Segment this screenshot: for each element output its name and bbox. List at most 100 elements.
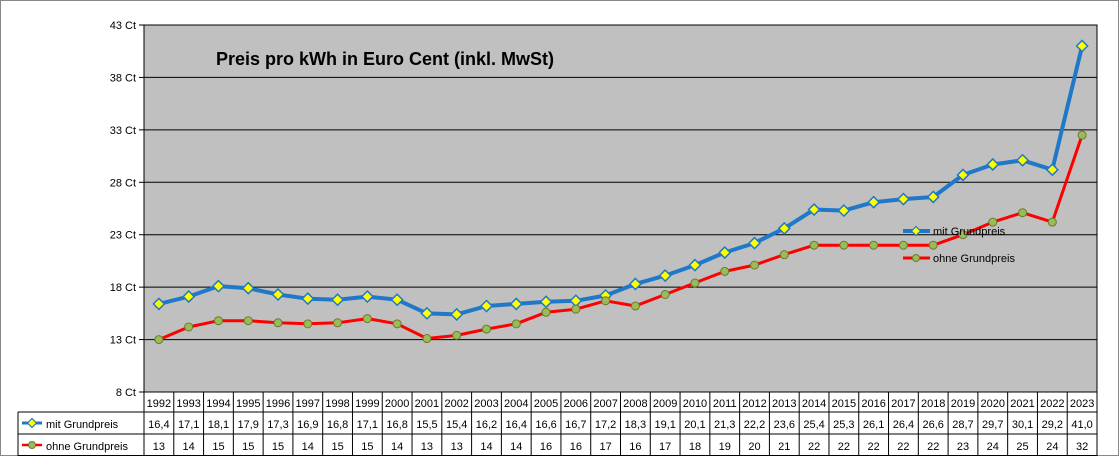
data-point-ohne-grundpreis bbox=[1018, 208, 1028, 218]
x-tick-label: 1997 bbox=[296, 398, 320, 410]
data-point-ohne-grundpreis bbox=[720, 266, 730, 276]
table-cell-value: 17,1 bbox=[178, 419, 199, 431]
plot-layer: 8 Ct 13 Ct 18 Ct 23 Ct 28 Ct 33 Ct 38 Ct 43 Ct bbox=[110, 20, 1098, 399]
table-cell-value: 22 bbox=[868, 441, 880, 453]
data-point-mit-grundpreis bbox=[182, 290, 196, 304]
y-tick-label: 18 Ct bbox=[110, 282, 136, 294]
table-cell-value: 16,7 bbox=[565, 419, 586, 431]
data-point-ohne-grundpreis bbox=[422, 334, 432, 344]
data-point-mit-grundpreis bbox=[211, 279, 226, 293]
data-point-ohne-grundpreis bbox=[601, 296, 611, 306]
x-tick-label: 2007 bbox=[593, 398, 617, 410]
x-tick-label: 2015 bbox=[832, 398, 856, 410]
legend-label: ohne Grundpreis bbox=[933, 253, 1015, 265]
data-point-ohne-grundpreis bbox=[511, 319, 521, 329]
data-point-ohne-grundpreis bbox=[988, 217, 998, 227]
x-tick-label: 2003 bbox=[474, 398, 498, 410]
data-point-mit-grundpreis bbox=[896, 192, 910, 206]
data-point-mit-grundpreis bbox=[1045, 163, 1059, 177]
table-cell-value: 14 bbox=[183, 441, 195, 453]
data-point-mit-grundpreis bbox=[956, 168, 970, 182]
data-point-mit-grundpreis bbox=[301, 292, 315, 306]
data-point-mit-grundpreis bbox=[152, 297, 166, 311]
data-point-ohne-grundpreis bbox=[958, 230, 968, 240]
y-tick-label: 23 Ct bbox=[110, 230, 136, 242]
table-cell-value: 17,2 bbox=[595, 419, 616, 431]
table-cell-value: 15 bbox=[331, 441, 343, 453]
x-tick-label: 2021 bbox=[1010, 398, 1034, 410]
legend-circle-icon bbox=[912, 254, 920, 262]
data-point-ohne-grundpreis bbox=[571, 304, 581, 314]
table-series-name: mit Grundpreis bbox=[46, 419, 119, 431]
data-point-ohne-grundpreis bbox=[809, 240, 819, 250]
data-point-ohne-grundpreis bbox=[243, 316, 253, 326]
x-tick-label: 1994 bbox=[206, 398, 230, 410]
table-cell-value: 14 bbox=[302, 441, 314, 453]
data-point-mit-grundpreis bbox=[628, 277, 642, 291]
legend-diamond-icon bbox=[910, 225, 922, 237]
x-tick-label: 2014 bbox=[802, 398, 826, 410]
data-point-mit-grundpreis bbox=[747, 236, 762, 250]
series-line-ohne-grundpreis bbox=[158, 134, 1084, 341]
table-cell-value: 15 bbox=[212, 441, 224, 453]
table-cell-value: 16 bbox=[540, 441, 552, 453]
data-point-mit-grundpreis bbox=[658, 269, 672, 283]
x-tick-label: 1999 bbox=[355, 398, 379, 410]
x-tick-label: 2023 bbox=[1070, 398, 1094, 410]
table-legend-diamond-icon bbox=[26, 417, 38, 429]
table-cell-value: 23 bbox=[957, 441, 969, 453]
data-point-mit-grundpreis bbox=[688, 258, 702, 272]
x-tick-label: 1995 bbox=[236, 398, 260, 410]
y-tick-label: 38 Ct bbox=[110, 72, 136, 84]
data-point-mit-grundpreis bbox=[450, 307, 464, 321]
table-cell-value: 14 bbox=[480, 441, 492, 453]
table-cell-value: 29,2 bbox=[1042, 419, 1063, 431]
data-point-mit-grundpreis bbox=[271, 287, 285, 302]
legend: mit Grundpreis ohne Grundpreis bbox=[903, 225, 1015, 265]
table-cell-value: 15 bbox=[361, 441, 373, 453]
data-point-mit-grundpreis bbox=[479, 299, 494, 313]
x-tick-label: 2005 bbox=[534, 398, 558, 410]
data-point-ohne-grundpreis bbox=[1077, 130, 1087, 140]
table-cell-value: 17 bbox=[659, 441, 671, 453]
table-cell-value: 21 bbox=[778, 441, 790, 453]
y-tick-label: 8 Ct bbox=[116, 387, 136, 399]
table-cell-value: 15,4 bbox=[446, 419, 467, 431]
data-point-ohne-grundpreis bbox=[630, 301, 640, 311]
x-tick-label: 1992 bbox=[147, 398, 171, 410]
table-cell-value: 23,6 bbox=[774, 419, 795, 431]
data-point-mit-grundpreis bbox=[509, 297, 523, 311]
x-tick-label: 2000 bbox=[385, 398, 409, 410]
x-tick-label: 2006 bbox=[564, 398, 588, 410]
x-tick-label: 2009 bbox=[653, 398, 677, 410]
table-cell-value: 26,6 bbox=[922, 419, 943, 431]
table-cell-value: 30,1 bbox=[1012, 419, 1033, 431]
table-cell-value: 41,0 bbox=[1071, 419, 1092, 431]
table-cell-value: 22 bbox=[897, 441, 909, 453]
x-tick-label: 2004 bbox=[504, 398, 528, 410]
data-point-ohne-grundpreis bbox=[690, 278, 700, 288]
x-tick-label: 2019 bbox=[951, 398, 975, 410]
data-point-mit-grundpreis bbox=[926, 190, 940, 204]
data-point-ohne-grundpreis bbox=[154, 335, 164, 345]
x-tick-label: 2008 bbox=[623, 398, 647, 410]
data-point-ohne-grundpreis bbox=[1047, 217, 1057, 227]
table-cell-value: 16,2 bbox=[476, 419, 497, 431]
data-point-mit-grundpreis bbox=[331, 293, 345, 307]
data-point-mit-grundpreis bbox=[390, 293, 404, 307]
data-point-ohne-grundpreis bbox=[452, 330, 462, 340]
table-cell-value: 17 bbox=[599, 441, 611, 453]
table-cell-value: 17,1 bbox=[357, 419, 378, 431]
table-cell-value: 18,3 bbox=[625, 419, 646, 431]
chart-title: Preis pro kWh in Euro Cent (inkl. MwSt) bbox=[216, 49, 554, 69]
table-cell-value: 22 bbox=[808, 441, 820, 453]
table-cell-value: 29,7 bbox=[982, 419, 1003, 431]
y-tick-label: 33 Ct bbox=[110, 125, 136, 137]
table-cell-value: 16 bbox=[570, 441, 582, 453]
table-cell-value: 15 bbox=[242, 441, 254, 453]
x-tick-label: 2012 bbox=[742, 398, 766, 410]
data-point-ohne-grundpreis bbox=[839, 240, 849, 250]
table-cell-value: 19,1 bbox=[654, 419, 675, 431]
